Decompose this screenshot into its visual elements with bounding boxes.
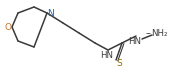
Text: N: N <box>48 9 54 17</box>
Text: O: O <box>5 22 12 32</box>
Text: NH₂: NH₂ <box>151 29 167 39</box>
Text: –: – <box>146 28 150 38</box>
Text: S: S <box>116 60 122 68</box>
Text: HN: HN <box>100 51 114 61</box>
Text: HN: HN <box>128 37 142 45</box>
